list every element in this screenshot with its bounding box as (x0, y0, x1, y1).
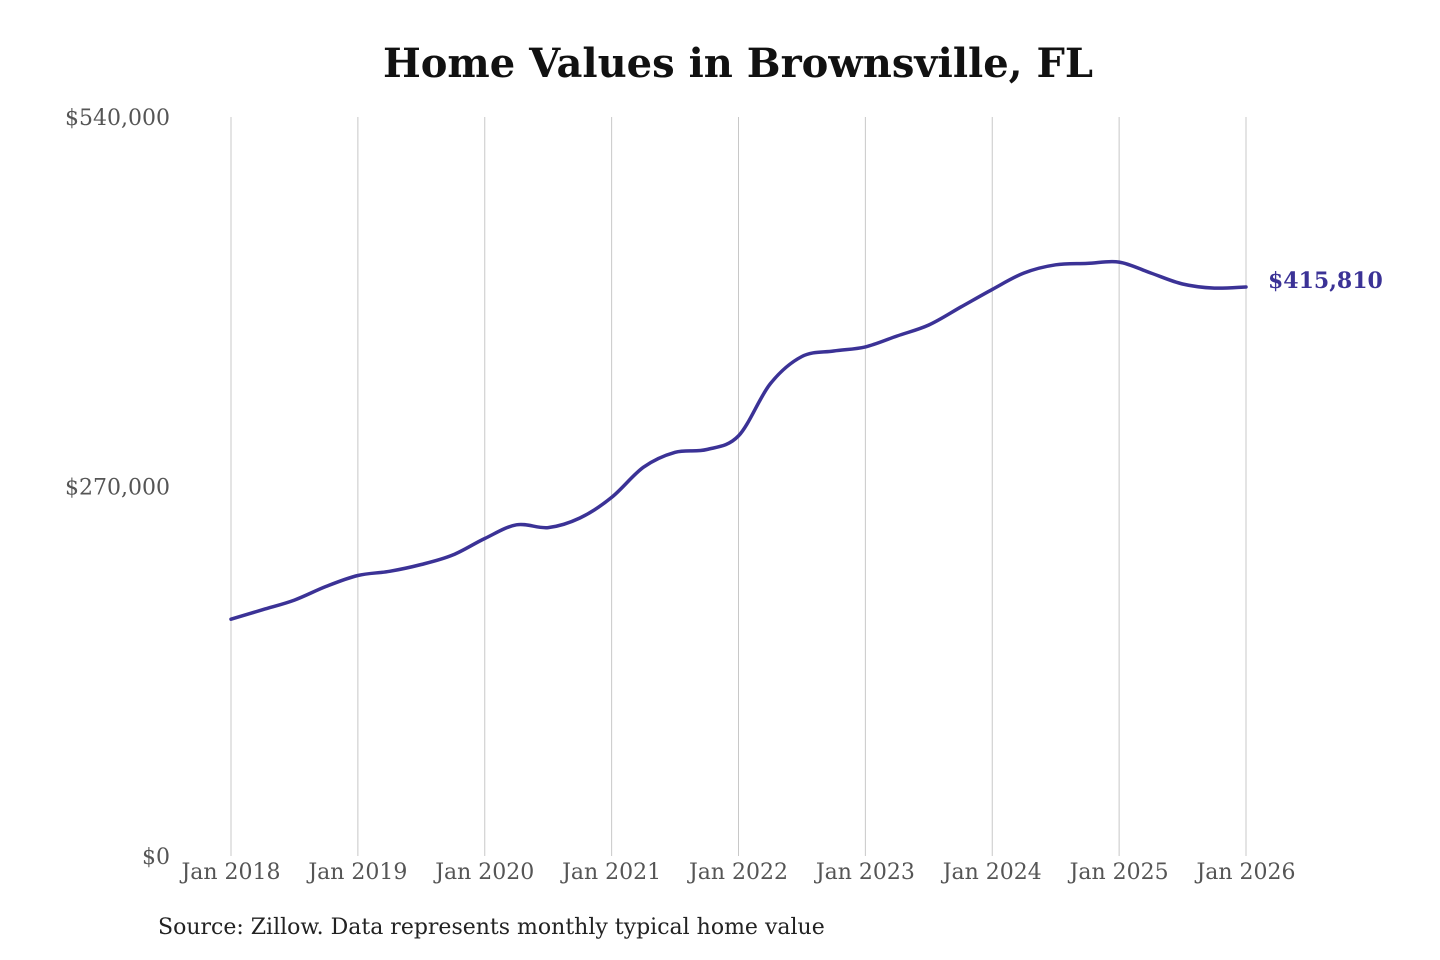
x-tick-label: Jan 2024 (941, 860, 1042, 885)
x-tick-label: Jan 2020 (433, 860, 534, 885)
y-axis-ticks: $0 $270,000 $540,000 (65, 106, 170, 870)
gridlines (230, 117, 1247, 856)
y-tick-label: $540,000 (65, 106, 170, 131)
y-tick-label: $270,000 (65, 476, 170, 501)
x-tick-label: Jan 2026 (1194, 860, 1295, 885)
x-tick-label: Jan 2021 (560, 860, 661, 885)
x-tick-label: Jan 2019 (306, 860, 407, 885)
chart-title: Home Values in Brownsville, FL (382, 40, 1094, 87)
x-tick-label: Jan 2018 (179, 860, 280, 885)
y-tick-label: $0 (142, 845, 170, 870)
x-tick-label: Jan 2025 (1068, 860, 1169, 885)
x-tick-label: Jan 2022 (687, 860, 788, 885)
source-note: Source: Zillow. Data represents monthly … (158, 915, 825, 940)
home-value-line (229, 259, 1248, 621)
end-value-label: $415,810 (1268, 268, 1383, 294)
series-layer (229, 259, 1248, 621)
x-tick-label: Jan 2023 (814, 860, 915, 885)
x-axis-ticks: Jan 2018 Jan 2019 Jan 2020 Jan 2021 Jan 2022… (179, 860, 1295, 885)
